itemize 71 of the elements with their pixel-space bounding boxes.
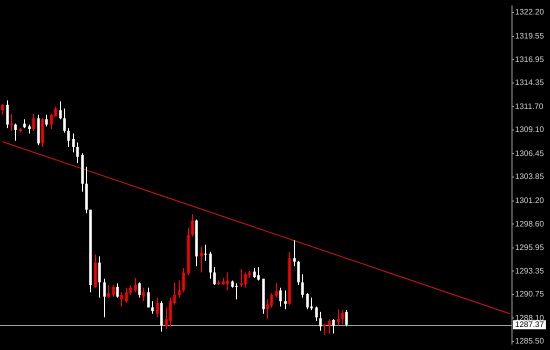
candlestick (235, 282, 238, 300)
candlestick (182, 268, 185, 293)
candlestick (67, 128, 70, 148)
candlestick (315, 306, 318, 322)
y-tick-label: 1319.55 (515, 31, 544, 40)
candlestick (59, 100, 62, 120)
y-tick-label: 1295.95 (515, 243, 544, 252)
y-tick-label: 1316.95 (515, 54, 544, 64)
candlestick (147, 287, 150, 308)
y-tick-label: 1293.35 (515, 266, 544, 276)
candlestick (160, 300, 163, 332)
candlestick (328, 318, 331, 334)
candlestick (120, 292, 123, 308)
candlestick (63, 108, 66, 134)
candlestick (270, 292, 273, 308)
candlestick (257, 266, 260, 282)
candlestick (226, 272, 229, 291)
y-tick-label: 1311.70 (515, 102, 544, 111)
candlestick (178, 280, 181, 298)
candlestick (301, 274, 304, 298)
candlestick (107, 284, 110, 298)
candlestick (112, 284, 115, 298)
candlestick (337, 308, 340, 326)
candlestick (103, 278, 106, 318)
candlestick (319, 311, 322, 332)
candlestick (6, 100, 9, 129)
candlestick (116, 282, 119, 298)
y-tick-label: 1314.35 (515, 78, 544, 88)
candlestick (156, 297, 159, 318)
y-tick-label: 1306.45 (515, 148, 544, 158)
candlestick (253, 268, 256, 278)
candlestick (240, 268, 243, 288)
candlestick (142, 287, 145, 302)
candlestick (14, 123, 17, 142)
y-tick-label: 1309.10 (515, 125, 544, 134)
candlestick (10, 113, 13, 132)
candlestick (332, 318, 335, 334)
candlestick (275, 282, 278, 298)
y-tick-label: 1290.75 (515, 290, 544, 299)
candlestick (345, 310, 348, 327)
y-tick-label: 1285.50 (515, 336, 544, 346)
candlestick (1, 103, 4, 116)
y-tick-label: 1303.85 (515, 172, 544, 182)
candlestick (138, 282, 141, 298)
candlestick (244, 272, 247, 288)
candlestick (72, 133, 75, 153)
candlestick (279, 287, 282, 308)
y-tick-label: 1298.60 (515, 219, 544, 228)
candlestick (293, 240, 296, 267)
candlestick (209, 251, 212, 280)
candlestick (341, 310, 344, 325)
candlestick (45, 114, 48, 127)
candlestick (323, 323, 326, 336)
candlestick (151, 300, 154, 314)
candlestick (306, 292, 309, 310)
candlestick (125, 287, 128, 304)
candlestick (297, 260, 300, 286)
candlestick (200, 246, 203, 273)
candlestick (191, 214, 194, 238)
candlestick (98, 256, 101, 298)
candlestick (32, 113, 35, 132)
y-tick-label: 1301.20 (515, 196, 544, 205)
candlestick (310, 297, 313, 311)
candlestick (284, 290, 287, 310)
y-tick-label: 1322.20 (515, 8, 544, 17)
candlestick (76, 142, 79, 164)
candlestick (213, 266, 216, 286)
candlestick (169, 297, 172, 327)
candlestick (266, 298, 269, 320)
candlestick (134, 277, 137, 293)
candlestick (204, 244, 207, 262)
